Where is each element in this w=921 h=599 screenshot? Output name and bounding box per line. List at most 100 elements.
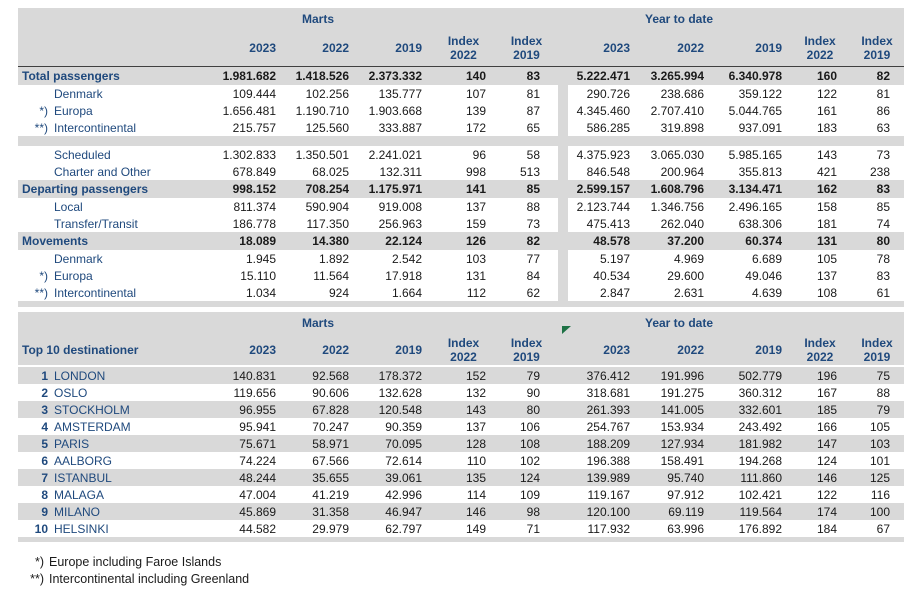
- column-gutter: [558, 418, 568, 435]
- value-cell: 238: [845, 163, 904, 180]
- value-cell: 4.345.460: [568, 102, 640, 119]
- value-cell: 811.374: [210, 198, 280, 215]
- column-gutter: [558, 435, 568, 452]
- value-cell: 183: [790, 119, 845, 136]
- section-label: Total passengers: [22, 69, 120, 83]
- value-cell: 137: [426, 198, 490, 215]
- row-label-cell: 1 LONDON: [18, 367, 210, 384]
- value-cell: 22.124: [385, 234, 422, 248]
- value-cell: 261.393: [586, 402, 630, 417]
- value-cell: 62: [490, 284, 558, 301]
- value-cell: 590.904: [280, 198, 353, 215]
- value-cell: 2.631: [640, 284, 712, 301]
- value-cell: 124: [816, 453, 837, 468]
- row-label: Denmark: [54, 251, 103, 266]
- value-cell: 102.256: [280, 85, 353, 102]
- index-year: 2022: [806, 349, 834, 364]
- value-cell: 108: [519, 436, 540, 451]
- value-cell: 97.912: [667, 487, 704, 502]
- value-cell: 77: [490, 250, 558, 267]
- rank-number: 8: [41, 487, 48, 502]
- row-label-cell: 10 HELSINKI: [18, 520, 210, 537]
- column-gutter: [558, 119, 568, 136]
- index-label: Index: [804, 335, 836, 350]
- footnote-marker: **): [30, 572, 44, 586]
- value-cell: 5.197: [568, 250, 640, 267]
- section-label: Movements: [22, 234, 89, 248]
- column-gutter: [558, 486, 568, 503]
- value-cell: 254.767: [586, 419, 630, 434]
- label-column-header: [18, 30, 210, 66]
- index-label: Index: [804, 34, 836, 48]
- value-cell: 109.444: [210, 85, 280, 102]
- value-cell: 162: [816, 182, 837, 196]
- row-label: Europa: [54, 103, 93, 118]
- value-cell: 15.110: [210, 267, 280, 284]
- value-cell: 75: [876, 368, 890, 383]
- value-cell: 31.358: [312, 504, 349, 519]
- value-cell: 90.359: [385, 419, 422, 434]
- value-cell: 176.892: [738, 521, 782, 536]
- value-cell: 243.492: [738, 419, 782, 434]
- value-cell: 75.671: [239, 436, 276, 451]
- value-cell: 85: [845, 198, 904, 215]
- column-gutter: [558, 284, 568, 301]
- value-cell: 74.224: [239, 453, 276, 468]
- sub-row: *) Europa 15.110 11.564 17.918 131 84 40.534 29.…: [18, 267, 904, 284]
- section-row: Total passengers 1.981.682 1.418.526 2.373.…: [18, 67, 904, 85]
- sub-row: Denmark 109.444 102.256 135.777 107 81 290.726…: [18, 85, 904, 102]
- destination-label: HELSINKI: [54, 521, 109, 536]
- value-cell: 120.100: [586, 504, 630, 519]
- value-cell: 14.380: [312, 234, 349, 248]
- col-header-ytd-2023: 2023: [603, 41, 630, 55]
- value-cell: 290.726: [568, 85, 640, 102]
- value-cell: 172: [426, 119, 490, 136]
- row-label-cell: 4 AMSTERDAM: [18, 418, 210, 435]
- col-header-month-2019: 2019: [395, 342, 422, 357]
- column-gutter: [558, 250, 568, 267]
- sub-row: Local 811.374 590.904 919.008 137 88 2.123.744…: [18, 198, 904, 215]
- column-gutter: [558, 367, 568, 384]
- index-year: 2019: [513, 349, 540, 364]
- value-cell: 1.981.682: [222, 69, 276, 83]
- value-cell: 79: [876, 402, 890, 417]
- value-cell: 319.898: [640, 119, 712, 136]
- index-label: Index: [510, 34, 543, 48]
- value-cell: 105: [790, 250, 845, 267]
- value-cell: 86: [845, 102, 904, 119]
- row-label: Scheduled: [54, 147, 111, 162]
- value-cell: 355.813: [712, 163, 790, 180]
- col-header-month-2023: 2023: [249, 41, 276, 55]
- column-gutter: [558, 401, 568, 418]
- value-cell: 103: [869, 436, 890, 451]
- ytd-group-header: Year to date: [644, 12, 714, 26]
- value-cell: 68.025: [280, 163, 353, 180]
- value-cell: 81: [490, 85, 558, 102]
- col-header-ytd-2023: 2023: [603, 342, 630, 357]
- month-group-header: Marts: [301, 12, 334, 26]
- footnotes: *) Europe including Faroe Islands **) In…: [0, 554, 886, 588]
- value-cell: 103: [426, 250, 490, 267]
- value-cell: 360.312: [738, 385, 782, 400]
- month-group-header: Marts: [301, 316, 334, 330]
- value-cell: 196.388: [586, 453, 630, 468]
- value-cell: 181.982: [738, 436, 782, 451]
- col-header-ytd-2019: 2019: [755, 342, 782, 357]
- value-cell: 181: [790, 215, 845, 232]
- value-cell: 122: [816, 487, 837, 502]
- column-gutter: [558, 146, 568, 163]
- value-cell: 186.778: [210, 215, 280, 232]
- destination-row: 3 STOCKHOLM 96.955 67.828 120.548 143 80 261.39…: [18, 401, 904, 418]
- value-cell: 153.934: [660, 419, 704, 434]
- column-gutter: [558, 384, 568, 401]
- value-cell: 73: [490, 215, 558, 232]
- value-cell: 65: [490, 119, 558, 136]
- value-cell: 158.491: [660, 453, 704, 468]
- destination-label: LONDON: [54, 368, 106, 383]
- column-gutter: [558, 198, 568, 215]
- value-cell: 119.656: [233, 385, 277, 400]
- rank-number: 7: [41, 470, 48, 485]
- value-cell: 919.008: [353, 198, 426, 215]
- footnote-marker: **): [34, 285, 48, 300]
- destination-row: 10 HELSINKI 44.582 29.979 62.797 149 71 117.932…: [18, 520, 904, 537]
